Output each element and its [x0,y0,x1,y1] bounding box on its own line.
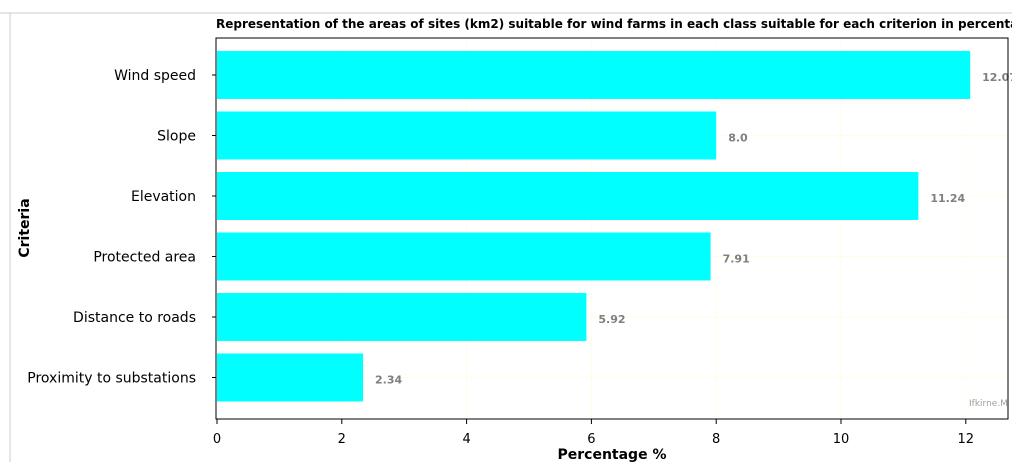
y-axis-label: Criteria [17,198,33,257]
x-axis-ticks: 0 2 4 6 8 10 12 [213,419,974,447]
bar [217,51,971,99]
plot-area-border [215,37,1009,420]
category-label: Distance to roads [73,310,196,326]
x-tick-label: 8 [712,432,720,447]
bar [217,232,711,281]
category-label: Protected area [93,250,196,266]
value-labels: 12.07 8.0 11.24 7.91 5.92 2.34 [375,71,1012,387]
bar-value-label: 11.24 [930,192,965,205]
bar [217,353,364,402]
x-tick-label: 10 [833,432,850,447]
x-tick-label: 2 [338,432,346,447]
chart-title: Representation of the areas of sites (km… [216,17,1012,31]
x-tick-label: 12 [958,432,975,447]
category-label: Slope [157,129,196,145]
bar-value-label: 7.91 [723,253,750,266]
bar [217,172,919,220]
bar [217,111,717,160]
watermark: Ifkirne.M [969,399,1008,409]
x-tick-label: 0 [213,432,221,447]
bar-value-label: 8.0 [728,132,748,145]
category-label: Proximity to substations [27,371,196,387]
category-labels: Wind speed Slope Elevation Protected area Di… [27,68,216,387]
x-tick-label: 6 [587,432,595,447]
bar-value-label: 2.34 [375,374,402,387]
x-axis-label: Percentage % [558,447,667,462]
bar-value-label: 12.07 [982,71,1012,84]
category-label: Wind speed [114,68,196,84]
x-tick-label: 4 [462,432,470,447]
bars [217,51,971,402]
category-label: Elevation [131,189,196,205]
bar-value-label: 5.92 [598,313,625,326]
bar [217,293,587,341]
